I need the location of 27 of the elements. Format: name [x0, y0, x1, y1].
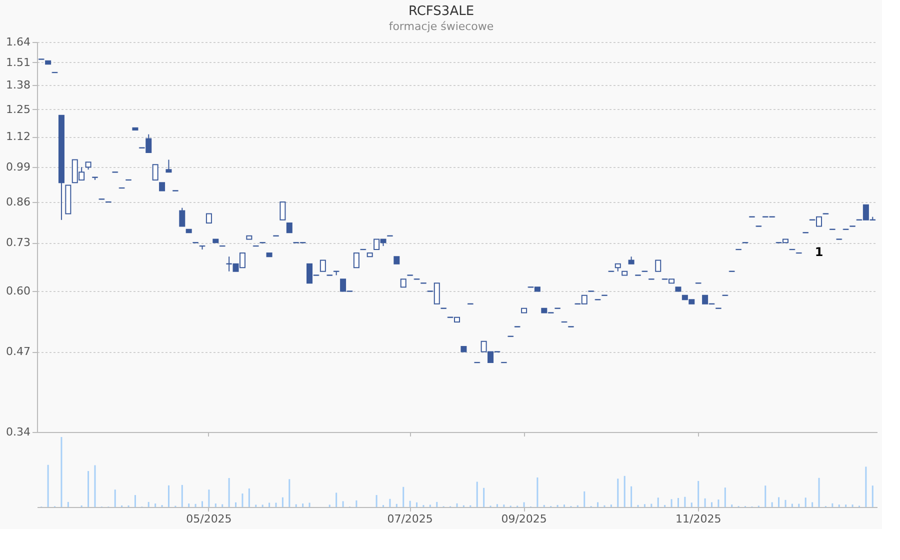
y-tick-label: 1.64 — [6, 36, 30, 48]
candlestick — [206, 213, 212, 224]
y-tick-label: 1.12 — [6, 130, 30, 144]
y-tick-label: 0.86 — [6, 195, 30, 208]
chart-title: RCFS3ALE — [408, 4, 474, 19]
candlestick — [179, 207, 186, 227]
x-tick-label: 11/2025 — [675, 512, 722, 526]
candlestick — [320, 260, 326, 272]
y-tick-label: 0.73 — [6, 236, 30, 250]
candlestick — [655, 260, 662, 272]
candlestick — [353, 252, 360, 268]
chart-subtitle: formacje świecowe — [388, 20, 494, 33]
candlestick — [152, 164, 158, 180]
y-tick-label: 1.38 — [6, 78, 30, 92]
y-tick-label: 1.51 — [6, 56, 30, 69]
candlestick — [280, 201, 286, 220]
x-tick-label: 05/2025 — [186, 512, 232, 526]
annotation: 1 — [814, 244, 824, 259]
y-tick-label: 0.99 — [6, 160, 30, 174]
y-tick-label: 0.60 — [6, 284, 30, 298]
candlestick — [286, 222, 292, 234]
y-tick-label: 1.25 — [6, 102, 30, 116]
y-tick-label: 0.47 — [6, 345, 30, 358]
x-tick-label: 07/2025 — [387, 512, 433, 526]
x-tick-label: 09/2025 — [501, 512, 547, 526]
candlestick — [166, 159, 172, 173]
y-tick-label: 0.34 — [6, 426, 30, 438]
